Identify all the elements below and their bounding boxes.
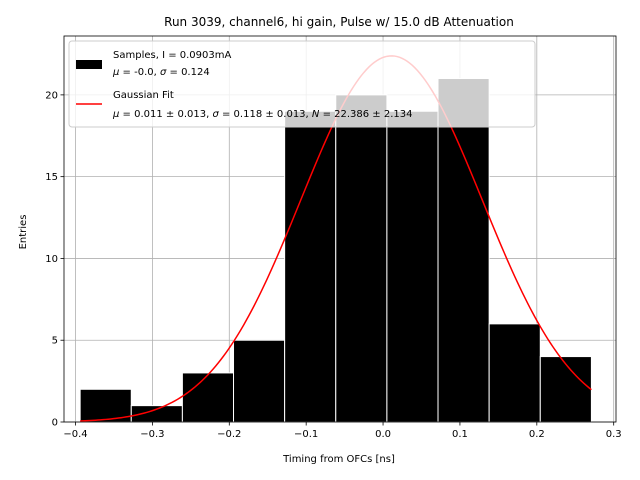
legend-samples-mu-value: = -0.0, [119, 67, 160, 78]
legend-box [68, 40, 536, 128]
legend: Samples, I = 0.0903mA μ = -0.0, σ = 0.12… [68, 40, 536, 128]
legend-fit-mu-symbol: μ [112, 109, 119, 120]
legend-fit-sigma-value: = 0.118 ± 0.013, [219, 109, 312, 120]
histogram-bar-9 [539, 356, 592, 423]
legend-swatch-samples [76, 60, 102, 69]
plot-frame [63, 35, 617, 423]
histogram-bar-5 [335, 94, 388, 423]
legend-stats-fit: μ = 0.011 ± 0.013, σ = 0.118 ± 0.013, N … [112, 109, 412, 120]
x-tick-label-1: −0.3 [140, 429, 164, 440]
y-tick-label-3: 15 [45, 172, 58, 183]
axis-ticks: −0.4 −0.3 −0.2 −0.1 0.0 0.1 0.2 0.3 0 5 10 15 20 [45, 90, 621, 440]
x-axis-title: Timing from OFCs [ns] [282, 454, 395, 465]
legend-samples-sigma-symbol: σ [160, 67, 167, 78]
chart-title: Run 3039, channel6, hi gain, Pulse w/ 15… [164, 15, 514, 29]
x-tick-label-0: −0.4 [63, 429, 87, 440]
histogram-bar-7 [437, 78, 490, 423]
histogram-bar-8 [488, 323, 541, 423]
x-tick-label-3: −0.1 [294, 429, 318, 440]
histogram-bar-3 [233, 339, 286, 423]
legend-samples-sigma-value: = 0.124 [166, 67, 209, 78]
legend-fit-n-symbol: N [312, 109, 320, 120]
legend-fit-n-value: = 22.386 ± 2.134 [319, 109, 412, 120]
y-tick-label-2: 10 [45, 254, 58, 265]
histogram-bar-6 [386, 110, 439, 423]
y-tick-label-0: 0 [52, 418, 58, 429]
legend-fit-sigma-symbol: σ [212, 109, 219, 120]
histogram-bars [79, 78, 592, 423]
x-tick-label-4: 0.0 [375, 429, 391, 440]
histogram-bar-4 [284, 110, 337, 423]
x-tick-label-6: 0.2 [529, 429, 545, 440]
x-tick-label-5: 0.1 [452, 429, 468, 440]
x-tick-label-7: 0.3 [606, 429, 622, 440]
legend-label-samples: Samples, I = 0.0903mA [113, 50, 231, 61]
legend-stats-samples: μ = -0.0, σ = 0.124 [112, 67, 210, 78]
legend-samples-mu-symbol: μ [112, 67, 119, 78]
x-tick-label-2: −0.2 [217, 429, 241, 440]
legend-label-fit: Gaussian Fit [113, 90, 174, 101]
y-axis-title: Entries [18, 215, 29, 250]
y-tick-label-4: 20 [45, 90, 58, 101]
legend-fit-mu-value: = 0.011 ± 0.013, [119, 109, 212, 120]
histogram-bar-2 [181, 372, 235, 423]
y-tick-label-1: 5 [52, 336, 58, 347]
